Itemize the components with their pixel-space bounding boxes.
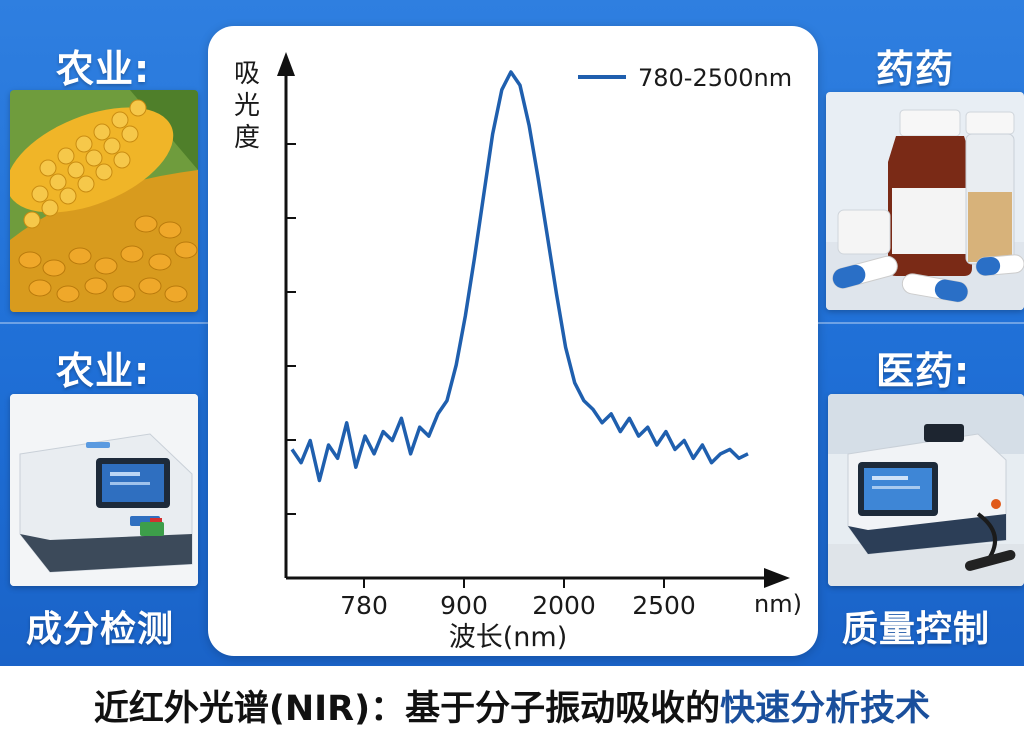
spectrum-chart: 780 900 2000 2500 780-2500nm 吸光度 波长(nm) nm)	[234, 52, 802, 653]
caption-main: 近红外光谱(NIR)：基于分子振动吸收的	[93, 689, 721, 729]
bottom-left-caption: 成分检测	[26, 609, 175, 650]
bottom-left-label: 农业:	[56, 349, 151, 393]
x-axis-label: 波长(nm)	[449, 622, 567, 653]
bottom-caption: 近红外光谱(NIR)：基于分子振动吸收的快速分析技术	[0, 680, 1024, 731]
y-axis-arrow	[277, 52, 295, 76]
nir-analyzer-probe-icon	[828, 394, 1024, 586]
x-axis-unit: nm)	[754, 590, 802, 618]
y-ticks	[286, 143, 296, 515]
chart-card: 780 900 2000 2500 780-2500nm 吸光度 波长(nm) nm)	[208, 26, 818, 656]
x-ticks: 780 900 2000 2500	[340, 578, 696, 620]
spectrum-line	[290, 70, 749, 483]
left-divider	[0, 322, 208, 324]
top-right-label: 药药	[876, 47, 955, 91]
x-tick-label: 780	[340, 591, 388, 620]
y-axis-label: 吸光度	[234, 59, 260, 153]
x-tick-label: 2000	[532, 591, 596, 620]
top-left-label: 农业:	[56, 47, 151, 91]
legend-label: 780-2500nm	[638, 64, 792, 92]
bottom-right-caption: 质量控制	[842, 609, 991, 650]
x-tick-label: 2500	[632, 591, 696, 620]
x-tick-label: 900	[440, 591, 488, 620]
right-divider	[816, 322, 1024, 324]
nir-analyzer-icon	[10, 394, 198, 586]
bottom-right-label: 医药:	[876, 349, 971, 393]
caption-highlight: 快速分析技术	[720, 689, 931, 729]
x-axis-arrow	[764, 568, 790, 588]
corn-photo-icon	[10, 90, 198, 312]
medicine-bottles-icon	[826, 92, 1024, 310]
